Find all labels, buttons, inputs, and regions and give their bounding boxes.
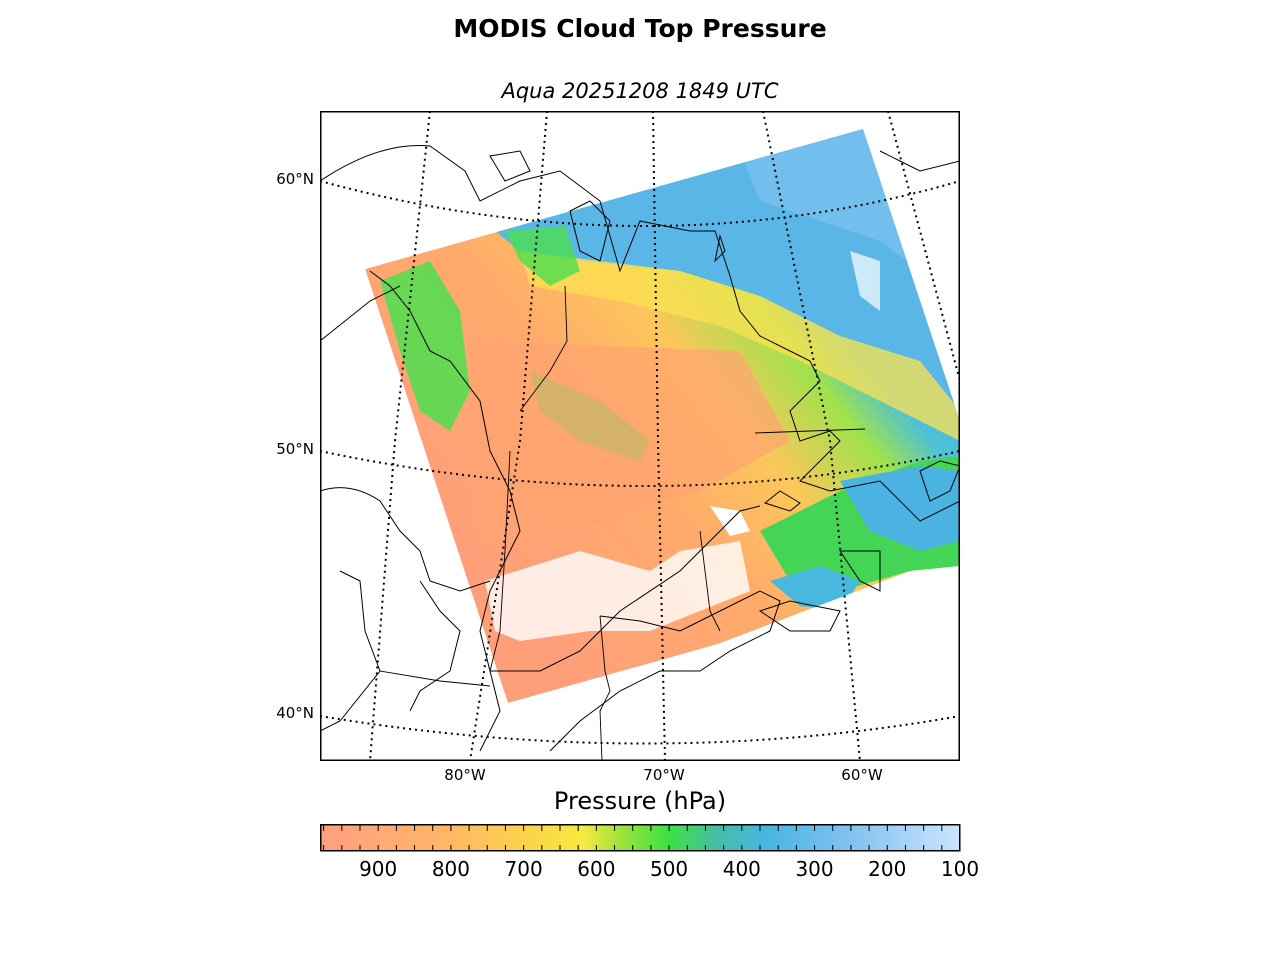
lon-label-80w: 80°W xyxy=(444,766,486,784)
colorbar-tick-label: 700 xyxy=(504,857,543,881)
colorbar-tick-label: 600 xyxy=(577,857,616,881)
colorbar-label: Pressure (hPa) xyxy=(553,787,727,815)
colorbar-tick-label: 100 xyxy=(940,857,980,881)
colorbar-tick-label: 300 xyxy=(795,857,834,881)
lon-label-70w: 70°W xyxy=(643,766,685,784)
lat-label-40n: 40°N xyxy=(276,704,314,722)
graticule xyxy=(320,111,960,761)
lon-label-60w: 60°W xyxy=(841,766,883,784)
colorbar xyxy=(320,824,961,852)
colorbar-tick-label: 200 xyxy=(868,857,907,881)
colorbar-tick-label: 800 xyxy=(431,857,470,881)
political-borders xyxy=(379,285,866,761)
colorbar-tick-label: 400 xyxy=(722,857,761,881)
coastlines xyxy=(320,144,960,752)
figure-title: MODIS Cloud Top Pressure xyxy=(453,14,827,43)
figure-subtitle: Aqua 20251208 1849 UTC xyxy=(501,79,779,103)
lat-label-50n: 50°N xyxy=(276,440,314,458)
cloud-top-pressure-map xyxy=(320,111,960,761)
lat-label-60n: 60°N xyxy=(276,170,314,188)
map-panel xyxy=(320,111,960,761)
colorbar-tick-label: 500 xyxy=(649,857,689,881)
colorbar-tick-label: 900 xyxy=(359,857,398,881)
